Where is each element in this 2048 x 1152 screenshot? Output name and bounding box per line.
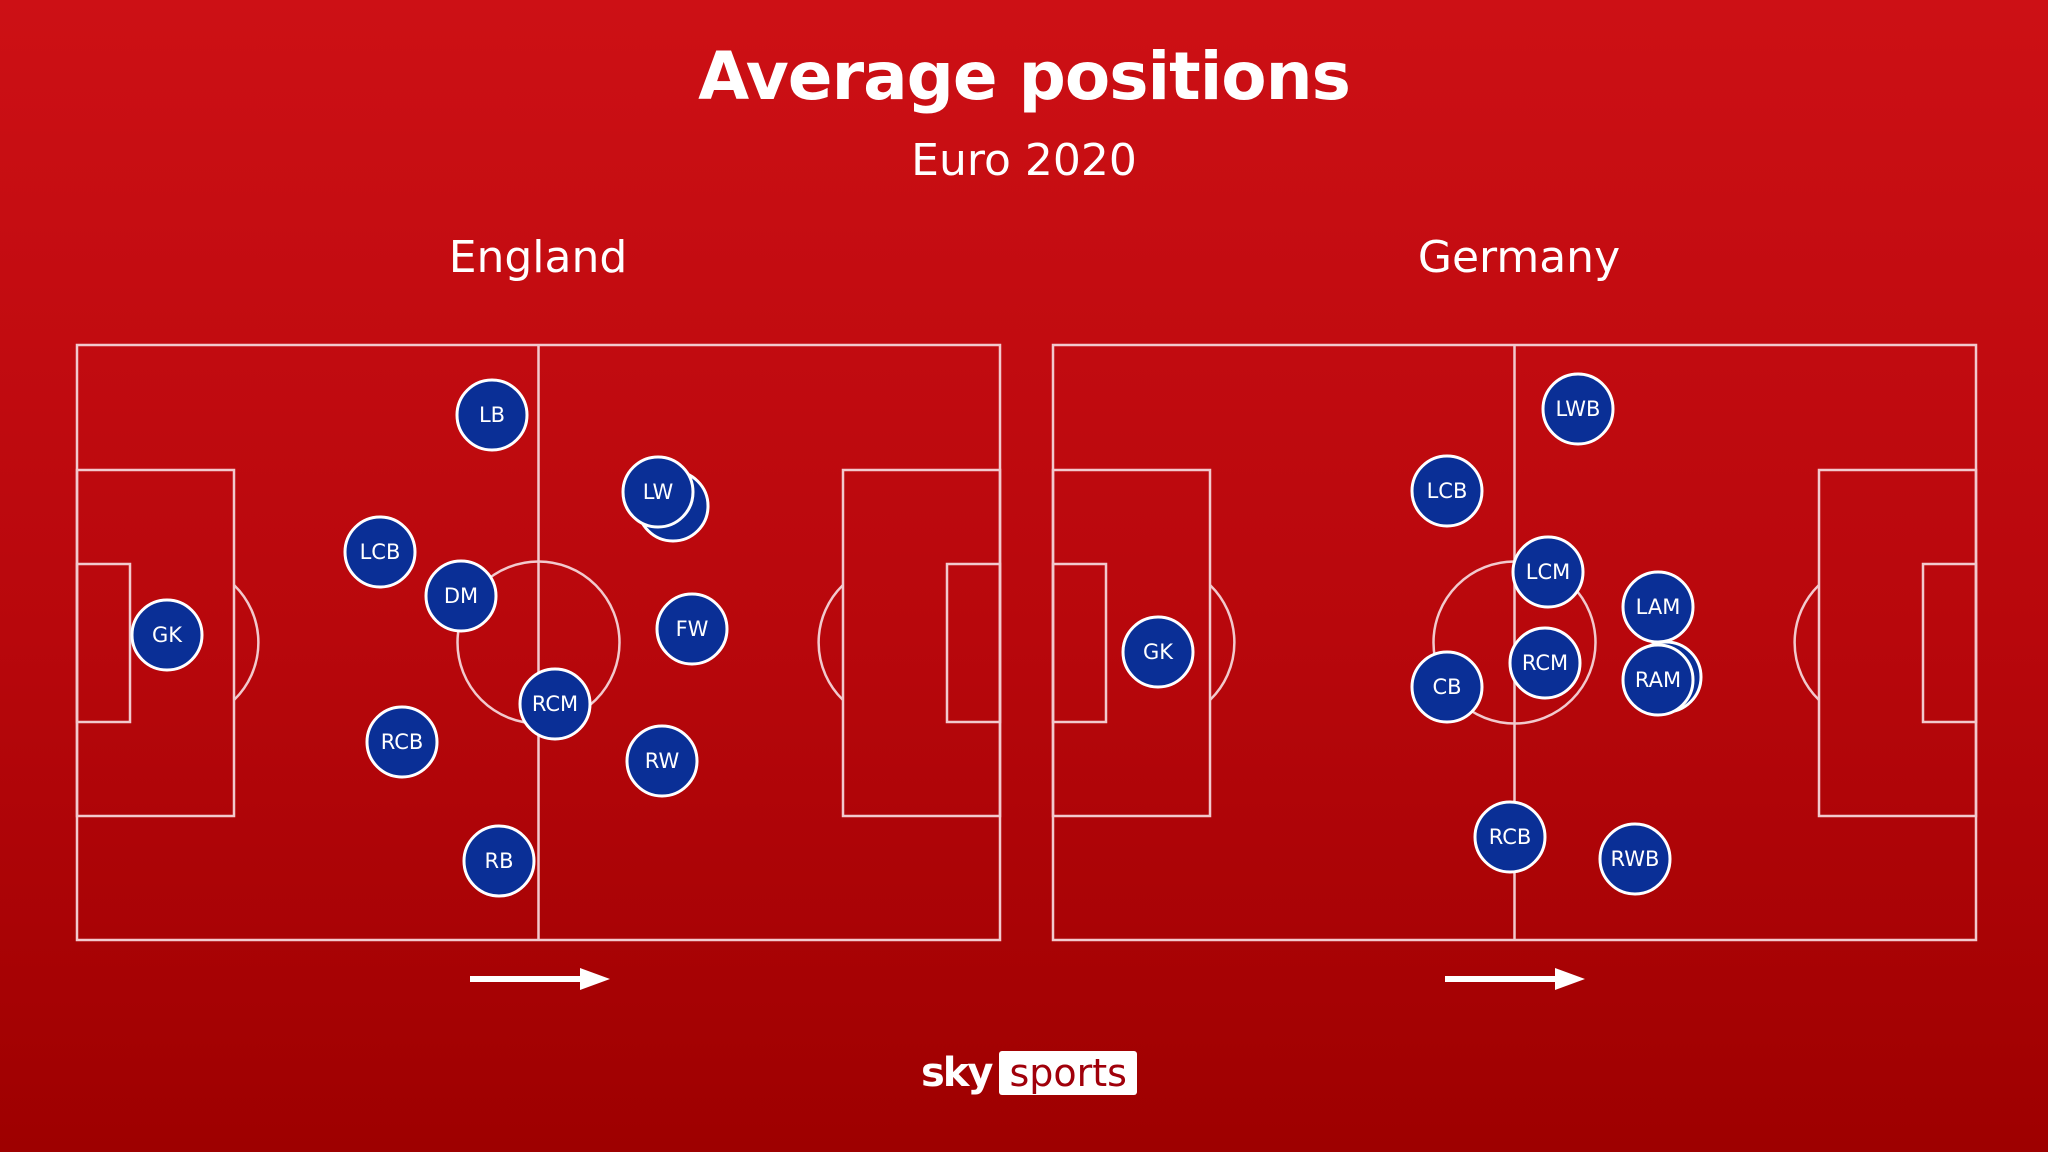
player-position-label: LCB [360,540,401,564]
player-circle [462,824,536,898]
player-position-label: GK [152,623,183,647]
six-yard-box-left [1051,562,1108,724]
player-circle [365,705,439,779]
attack-direction-arrow-england [470,968,610,990]
player-circle [1621,643,1695,717]
player-circle [1541,372,1615,446]
player-circle [1511,535,1585,609]
player-circle [1410,650,1484,724]
players-england: GK LB LCB DM RCB LW RCM RB FW RW [130,378,729,898]
player-circle [1508,626,1582,700]
player-position-label: RAM [1635,668,1681,692]
team-name-england: England [448,232,628,283]
player-position-label: LB [479,403,505,427]
player-circle [1598,822,1672,896]
player-marker: RWB [1598,822,1672,896]
six-yard-box-right [945,562,1002,724]
six-yard-box-left [75,562,132,724]
player-marker: FW [655,592,729,666]
penalty-arc-left [233,584,260,701]
player-circle [455,378,529,452]
player-circle [1473,800,1547,874]
attack-direction-arrow-germany [1445,968,1585,990]
chart-title: Average positions [698,38,1351,115]
player-circle [1121,615,1195,689]
player-position-label: RCB [1489,825,1532,849]
player-marker: CB [1410,650,1484,724]
player-marker: RCM [518,667,592,741]
player-position-label: RCM [532,692,578,716]
six-yard-box-right [1921,562,1978,724]
player-position-label: RCB [381,730,424,754]
player-position-label: CB [1432,675,1461,699]
player-marker: LW [621,455,695,529]
player-position-label: RCM [1522,651,1568,675]
player-marker: LB [455,378,529,452]
player-marker: RW [625,724,699,798]
players-germany: GK LWB LCB CB LCM RCM LAM RAM RCB RWB [1121,372,1703,896]
penalty-box-right [841,468,1002,818]
player-circle [621,455,695,529]
penalty-arc-right [1793,584,1820,701]
penalty-box-right [1817,468,1978,818]
sky-sports-logo: sky sports [921,1050,1137,1096]
player-marker: GK [130,598,204,672]
player-marker: LCM [1511,535,1585,609]
player-position-label: RB [485,849,514,873]
player-marker: GK [1121,615,1195,689]
team-name-germany: Germany [1417,232,1621,283]
player-circle [1410,454,1484,528]
player-circle [625,724,699,798]
player-circle [343,515,417,589]
player-marker: RCB [1473,800,1547,874]
player-position-label: RWB [1611,847,1660,871]
player-circle [518,667,592,741]
penalty-arc-right [817,584,844,701]
pitch-england [75,343,1002,942]
player-position-label: FW [676,617,709,641]
player-position-label: LW [643,480,674,504]
player-marker: RCM [1508,626,1582,700]
logo-sports-text: sports [999,1051,1137,1095]
player-position-label: LAM [1636,595,1681,619]
chart-subtitle: Euro 2020 [911,135,1137,186]
player-marker: RAM [1621,643,1695,717]
player-marker: LWB [1541,372,1615,446]
player-marker: RB [462,824,536,898]
player-marker: LCB [1410,454,1484,528]
player-position-label: LCB [1427,479,1468,503]
player-position-label: RW [645,749,680,773]
player-marker: RCB [365,705,439,779]
player-position-label: LCM [1526,560,1570,584]
penalty-arc-left [1209,584,1236,701]
player-marker: LCB [343,515,417,589]
logo-sky-text: sky [921,1050,993,1096]
player-marker: LAM [1621,570,1695,644]
player-position-label: DM [444,584,478,608]
player-circle [655,592,729,666]
player-position-label: LWB [1556,397,1601,421]
player-marker: DM [424,559,498,633]
player-position-label: GK [1143,640,1174,664]
player-circle [424,559,498,633]
player-circle [130,598,204,672]
